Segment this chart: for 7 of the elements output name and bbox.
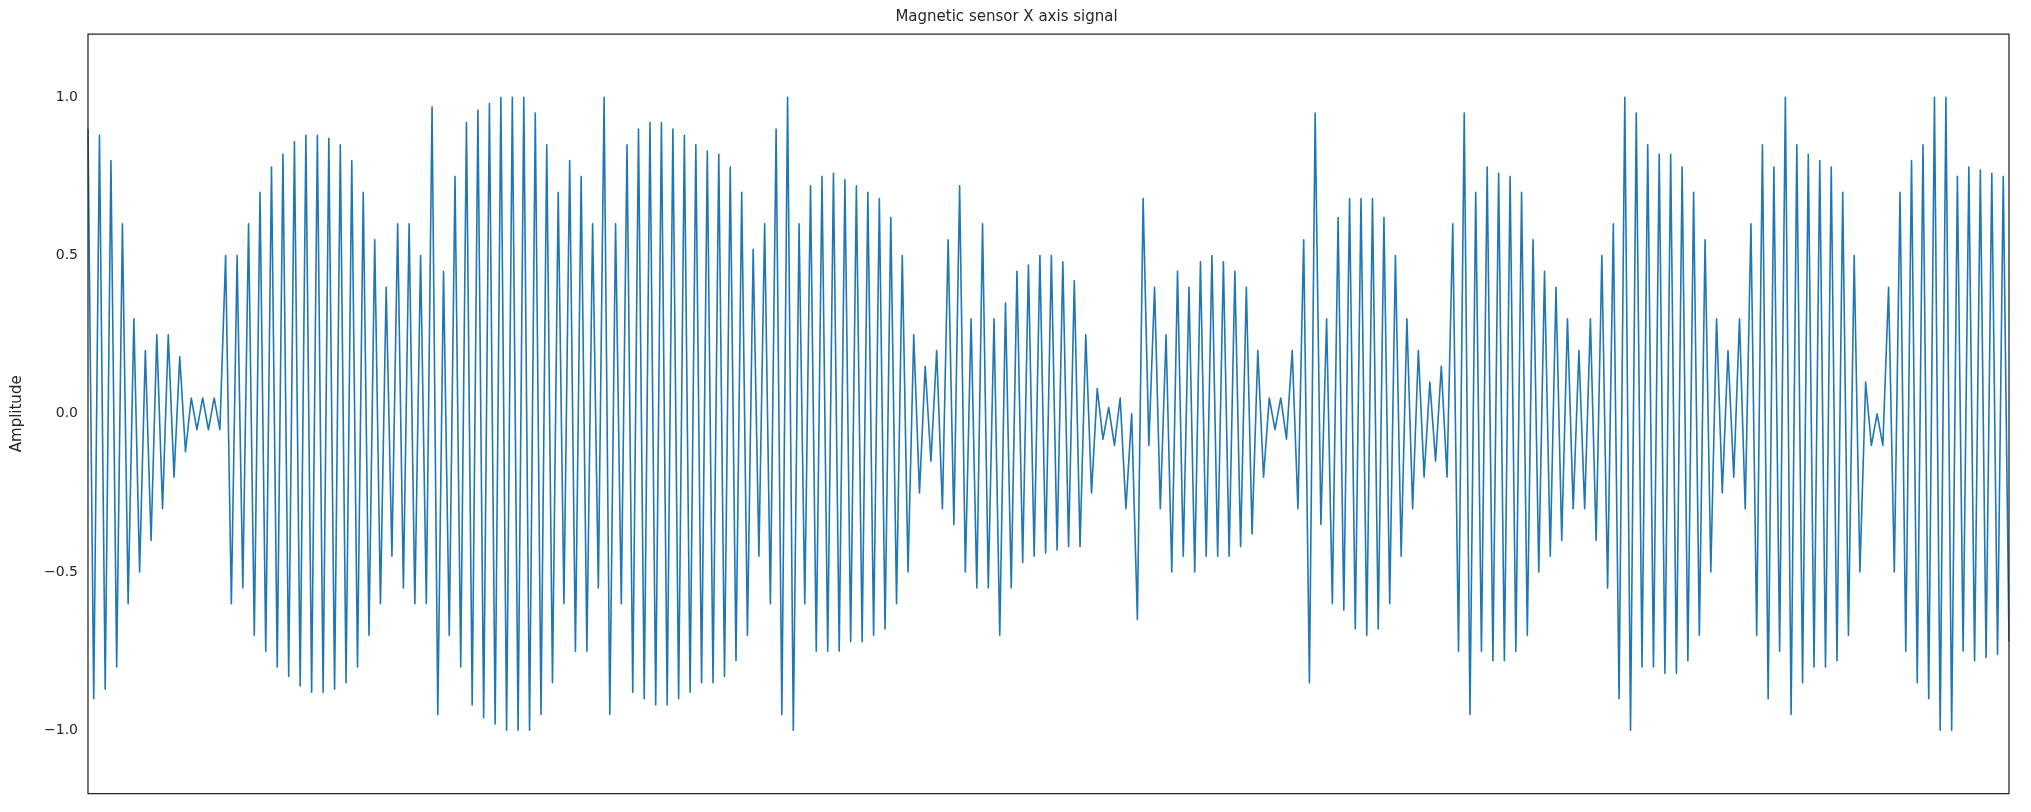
- y-tick-label: 0.0: [55, 404, 78, 421]
- y-tick-label: 1.0: [55, 87, 78, 104]
- y-tick-label: −0.5: [44, 562, 78, 579]
- y-tick-label: −1.0: [44, 720, 78, 737]
- chart-title: Magnetic sensor X axis signal: [895, 6, 1118, 25]
- y-tick-label: 0.5: [55, 246, 78, 263]
- y-axis-title: Amplitude: [6, 375, 25, 453]
